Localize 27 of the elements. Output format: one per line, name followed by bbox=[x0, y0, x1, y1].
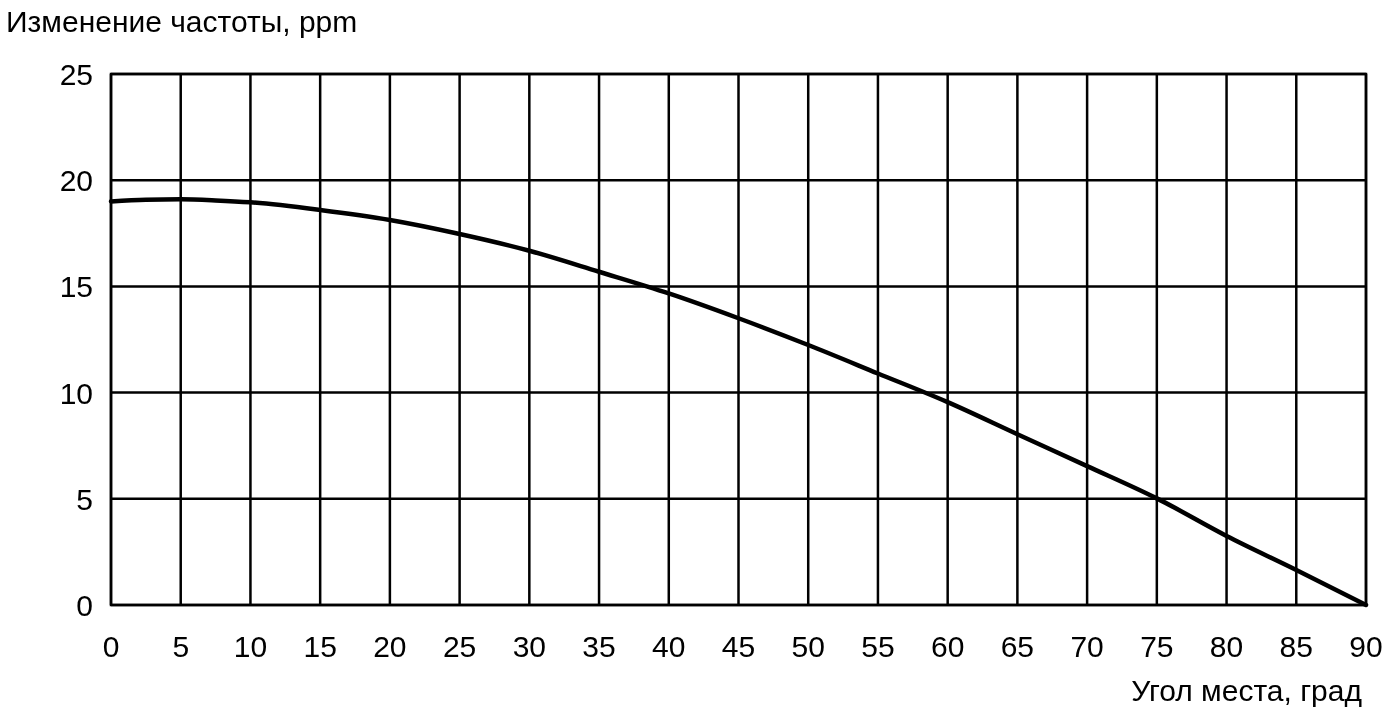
y-axis-title: Изменение частоты, ppm bbox=[6, 5, 358, 38]
y-tick-label: 20 bbox=[59, 164, 93, 198]
x-tick-label: 60 bbox=[930, 630, 965, 663]
x-tick-label: 10 bbox=[233, 630, 268, 663]
x-tick-label: 55 bbox=[861, 630, 895, 663]
x-tick-label: 0 bbox=[102, 630, 120, 663]
x-tick-label: 65 bbox=[1000, 630, 1035, 663]
y-tick-label: 25 bbox=[59, 58, 93, 91]
x-tick-label: 5 bbox=[172, 630, 190, 663]
x-tick-label: 85 bbox=[1279, 630, 1313, 663]
x-tick-label: 45 bbox=[721, 630, 756, 663]
y-tick-label: 0 bbox=[76, 589, 93, 622]
x-axis-title: Угол места, град bbox=[1131, 674, 1362, 707]
x-tick-label: 15 bbox=[303, 630, 337, 663]
x-tick-label: 80 bbox=[1209, 630, 1244, 663]
x-tick-label: 40 bbox=[652, 630, 686, 663]
x-tick-label: 70 bbox=[1070, 630, 1104, 663]
y-tick-label: 5 bbox=[76, 482, 93, 516]
x-tick-label: 30 bbox=[512, 630, 547, 663]
x-tick-label: 75 bbox=[1140, 630, 1174, 663]
y-tick-label: 15 bbox=[59, 270, 93, 304]
x-tick-label: 90 bbox=[1349, 630, 1383, 663]
x-tick-label: 35 bbox=[582, 630, 616, 663]
y-tick-label: 10 bbox=[59, 376, 93, 410]
x-tick-label: 25 bbox=[442, 630, 477, 663]
x-tick-label: 50 bbox=[791, 630, 825, 663]
x-tick-label: 20 bbox=[373, 630, 407, 663]
